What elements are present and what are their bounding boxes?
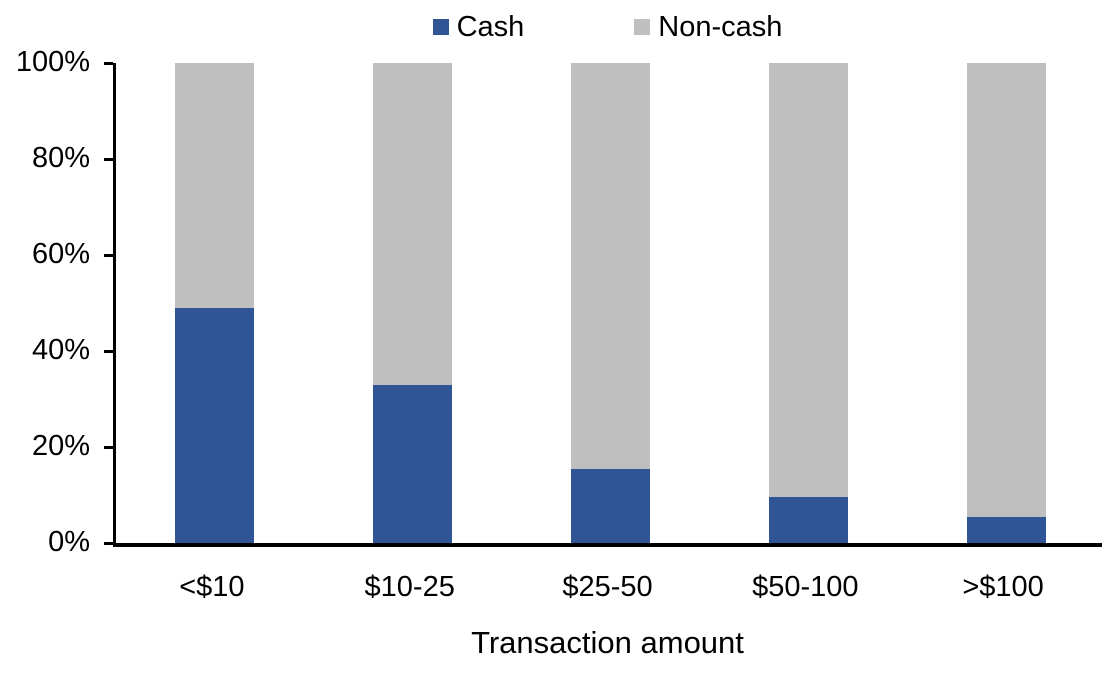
x-axis-title: Transaction amount xyxy=(471,625,744,660)
bar-slot xyxy=(314,63,512,543)
segment-noncash xyxy=(768,63,848,498)
stacked-bar xyxy=(570,63,650,543)
legend-label-noncash: Non-cash xyxy=(658,10,783,43)
bar-slot xyxy=(116,63,314,543)
legend-item-cash: Cash xyxy=(432,10,525,43)
legend-item-noncash: Non-cash xyxy=(634,10,783,43)
y-axis-tick xyxy=(104,350,113,353)
plot-area xyxy=(104,62,1102,547)
segment-noncash xyxy=(966,63,1046,517)
stacked-bar xyxy=(373,63,453,543)
chart-legend: Cash Non-cash xyxy=(113,10,1102,44)
y-axis-tick xyxy=(104,446,113,449)
segment-noncash xyxy=(570,63,650,469)
x-axis-line xyxy=(113,543,1102,547)
x-axis-category-label: <$10 xyxy=(179,571,245,603)
y-axis-tick xyxy=(104,158,113,161)
x-axis-category-label: >$100 xyxy=(962,571,1044,603)
x-axis-category-label: $10-25 xyxy=(364,571,455,603)
y-axis-tick-label: 80% xyxy=(31,141,90,174)
bar-slot xyxy=(512,63,710,543)
segment-cash xyxy=(570,468,650,543)
y-axis-tick xyxy=(104,62,113,65)
stacked-bar xyxy=(175,63,255,543)
y-axis-tick xyxy=(104,542,113,545)
x-axis-category-label: $25-50 xyxy=(562,571,653,603)
stacked-bar xyxy=(966,63,1046,543)
y-axis-labels: 0% 20% 40% 60% 80% 100% xyxy=(0,47,96,556)
stacked-bar xyxy=(768,63,848,543)
noncash-legend-swatch-icon xyxy=(634,19,651,35)
y-axis-tick-label: 40% xyxy=(31,333,90,366)
x-axis-category-label: $50-100 xyxy=(752,571,859,603)
segment-cash xyxy=(175,307,255,543)
segment-noncash xyxy=(175,63,255,308)
segment-cash xyxy=(768,497,848,543)
y-axis-tick-label: 0% xyxy=(48,525,90,558)
segment-cash xyxy=(373,384,453,543)
x-axis-labels: <$10 $10-25 $25-50 $50-100 >$100 xyxy=(113,571,1102,603)
bar-slot xyxy=(709,63,907,543)
bar-slot xyxy=(907,63,1102,543)
cash-legend-swatch-icon xyxy=(432,19,449,35)
legend-label-cash: Cash xyxy=(456,10,525,43)
segment-noncash xyxy=(373,63,453,385)
segment-cash xyxy=(966,516,1046,543)
y-axis-tick-label: 60% xyxy=(31,237,90,270)
y-axis-tick-label: 20% xyxy=(31,429,90,462)
y-axis-tick-label: 100% xyxy=(15,45,90,78)
y-axis-tick xyxy=(104,254,113,257)
